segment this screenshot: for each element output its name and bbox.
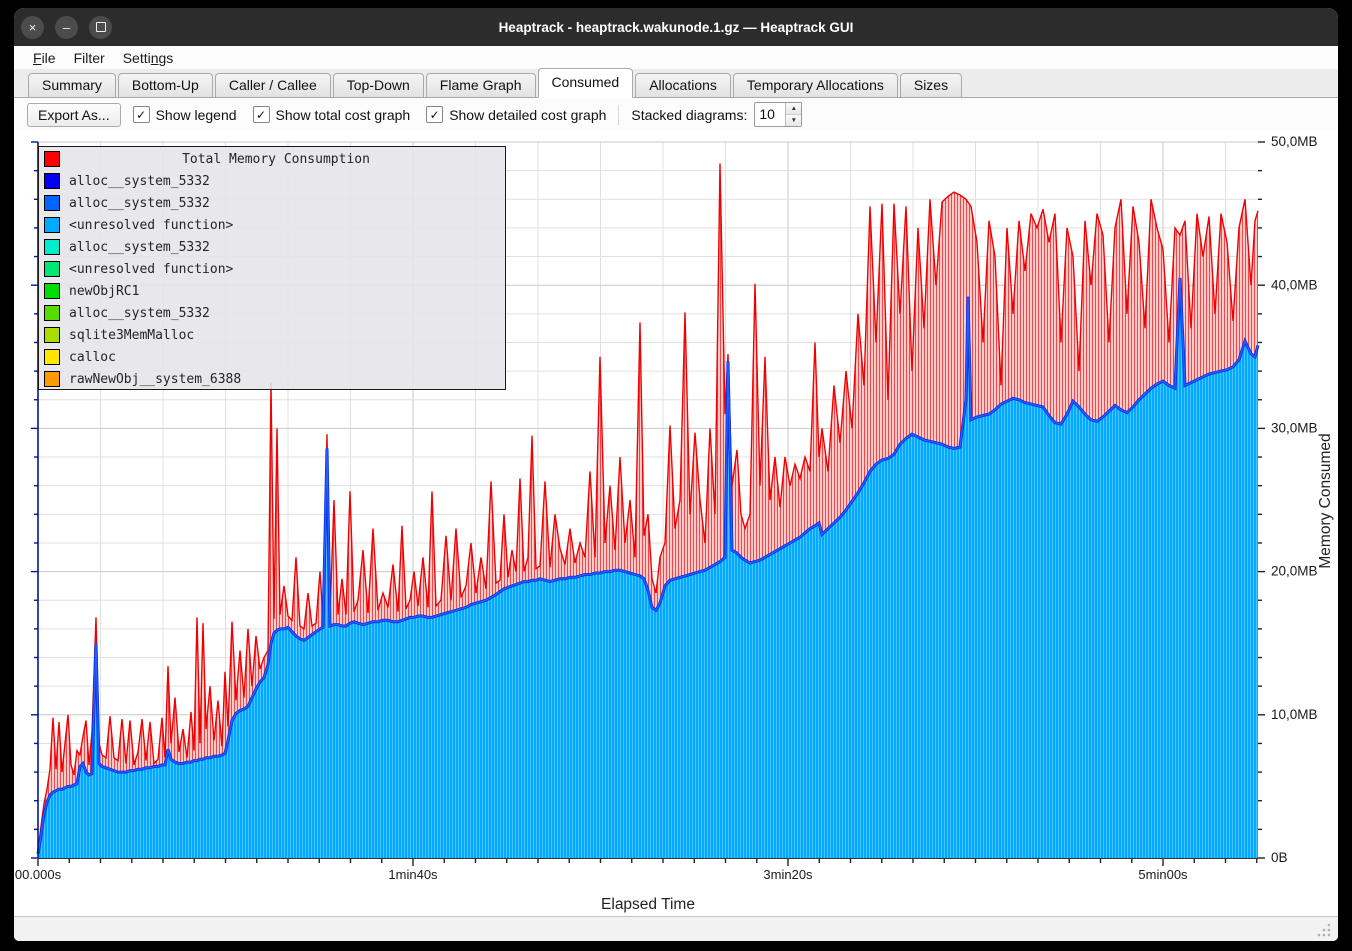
legend-swatch [44,349,60,365]
spin-up-icon[interactable]: ▲ [786,103,802,114]
maximize-button[interactable] [89,15,112,39]
checkbox-icon[interactable]: ✓ [426,106,444,123]
stacked-diagrams-value[interactable]: 10 [759,106,775,122]
tab-bottom-up[interactable]: Bottom-Up [117,73,213,97]
tab-sizes[interactable]: Sizes [899,73,963,97]
tab-allocations[interactable]: Allocations [635,73,731,97]
close-button[interactable]: × [21,15,44,39]
memory-consumption-chart: 0B 10,0MB 20,0MB 30,0MB 40,0MB 50,0MB 00.000s 1… [14,131,1338,916]
stacked-diagrams-label: Stacked diagrams: [631,106,748,123]
menu-bar: File Filter Settings [14,46,1338,69]
tab-temporary-allocations[interactable]: Temporary Allocations [732,73,898,97]
svg-text:30,0MB: 30,0MB [1271,420,1318,435]
menu-filter[interactable]: Filter [73,49,105,66]
checkbox-label: Show detailed cost graph [449,106,607,123]
legend-swatch [44,261,60,277]
legend-label: alloc__system_5332 [69,173,210,189]
legend-label: alloc__system_5332 [69,195,210,211]
title-bar: × – Heaptrack - heaptrack.wakunode.1.gz … [14,8,1338,46]
legend-entry: alloc__system_5332 [39,170,505,192]
checkbox-label: Show legend [155,106,237,123]
legend-swatch [44,217,60,233]
checkbox-show-legend[interactable]: ✓ Show legend [132,106,237,123]
legend-swatch [44,327,60,343]
svg-text:Elapsed Time: Elapsed Time [601,896,695,913]
legend-entry: <unresolved function> [39,258,505,280]
legend-title-row: Total Memory Consumption [39,148,505,170]
legend-entry: rawNewObj__system_6388 [39,368,505,390]
legend-swatch [44,371,60,387]
tab-top-down[interactable]: Top-Down [332,73,424,97]
legend-entry: alloc__system_5332 [39,192,505,214]
legend-entry: alloc__system_5332 [39,302,505,324]
legend-label: alloc__system_5332 [69,305,210,321]
legend-label: alloc__system_5332 [69,239,210,255]
legend-entry: <unresolved function> [39,214,505,236]
legend-swatch [44,283,60,299]
minimize-button[interactable]: – [55,15,78,39]
svg-text:3min20s: 3min20s [763,867,813,882]
legend-swatch [44,151,60,167]
export-as-button[interactable]: Export As... [27,102,121,127]
toolbar-separator [618,104,620,125]
checkbox-label: Show total cost graph [275,106,411,123]
tab-flame-graph[interactable]: Flame Graph [425,73,536,97]
legend-swatch [44,173,60,189]
maximize-icon [95,22,106,32]
status-bar [14,916,1338,941]
legend-label: Total Memory Consumption [182,151,370,167]
resize-grip[interactable] [1315,921,1333,939]
legend-label: sqlite3MemMalloc [69,327,195,343]
checkbox-show-total-cost-graph[interactable]: ✓ Show total cost graph [252,106,411,123]
window-title: Heaptrack - heaptrack.wakunode.1.gz — He… [498,19,854,35]
legend-label: <unresolved function> [69,217,234,233]
tab-consumed[interactable]: Consumed [537,68,634,98]
chart-plot: 0B 10,0MB 20,0MB 30,0MB 40,0MB 50,0MB 00.000s 1… [14,131,1338,916]
tab-bar: Summary Bottom-Up Caller / Callee Top-Down F… [14,68,1338,98]
stacked-diagrams-spinbox[interactable]: 10 ▲ ▼ [754,102,803,127]
legend-entry: calloc [39,346,505,368]
svg-text:40,0MB: 40,0MB [1271,277,1318,292]
chart-legend: Total Memory Consumption alloc__system_53… [38,146,506,390]
svg-text:Memory Consumed: Memory Consumed [1317,433,1334,568]
legend-swatch [44,195,60,211]
svg-text:5min00s: 5min00s [1138,867,1188,882]
legend-label: calloc [69,349,116,365]
svg-text:50,0MB: 50,0MB [1271,134,1318,149]
legend-label: newObjRC1 [69,283,140,299]
legend-label: rawNewObj__system_6388 [69,371,242,387]
window-controls: × – [21,8,112,46]
legend-entry: sqlite3MemMalloc [39,324,505,346]
checkbox-icon[interactable]: ✓ [252,106,270,123]
menu-settings[interactable]: Settings [122,49,174,66]
tab-caller-callee[interactable]: Caller / Callee [214,73,331,97]
app-window: × – Heaptrack - heaptrack.wakunode.1.gz … [14,8,1338,941]
tab-summary[interactable]: Summary [28,73,116,97]
svg-text:00.000s: 00.000s [15,867,62,882]
svg-text:0B: 0B [1271,850,1288,865]
legend-entry: alloc__system_5332 [39,236,505,258]
legend-swatch [44,305,60,321]
checkbox-show-detailed-cost-graph[interactable]: ✓ Show detailed cost graph [426,106,606,123]
checkbox-group: ✓ Show legend ✓ Show total cost graph ✓ Show … [132,106,606,123]
legend-label: <unresolved function> [69,261,234,277]
svg-text:1min40s: 1min40s [388,867,438,882]
checkbox-icon[interactable]: ✓ [132,106,150,123]
spin-down-icon[interactable]: ▼ [786,114,802,126]
legend-entry: newObjRC1 [39,280,505,302]
svg-text:10,0MB: 10,0MB [1271,707,1318,722]
menu-file[interactable]: File [33,49,56,66]
svg-text:20,0MB: 20,0MB [1271,564,1318,579]
legend-swatch [44,239,60,255]
toolbar: Export As... ✓ Show legend ✓ Show total cos… [14,98,1338,131]
